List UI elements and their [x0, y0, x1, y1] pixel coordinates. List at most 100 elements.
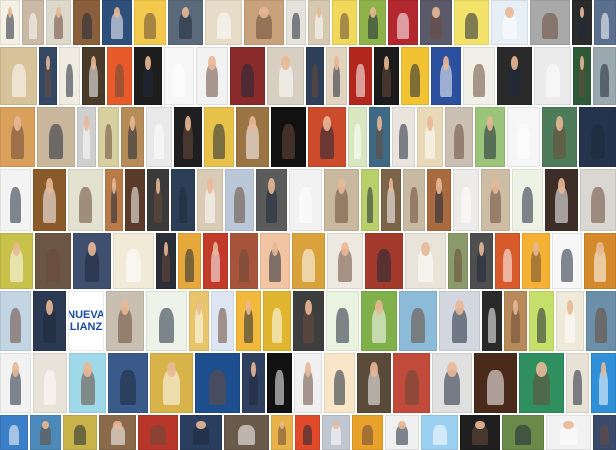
result-thumbnail[interactable]: [401, 47, 429, 105]
result-thumbnail[interactable]: [405, 233, 446, 289]
result-thumbnail[interactable]: [98, 107, 119, 167]
result-thumbnail[interactable]: [59, 47, 80, 105]
result-thumbnail[interactable]: [481, 169, 510, 231]
result-thumbnail[interactable]: [324, 353, 355, 413]
result-thumbnail[interactable]: [529, 291, 554, 351]
result-thumbnail[interactable]: [593, 47, 616, 105]
result-thumbnail[interactable]: [39, 47, 57, 105]
result-thumbnail[interactable]: [542, 107, 577, 167]
result-thumbnail[interactable]: [308, 0, 330, 45]
result-thumbnail[interactable]: [236, 291, 261, 351]
result-thumbnail[interactable]: [482, 291, 502, 351]
result-thumbnail[interactable]: [0, 233, 33, 289]
result-thumbnail[interactable]: [244, 0, 284, 45]
result-thumbnail[interactable]: [225, 169, 254, 231]
result-thumbnail[interactable]: [497, 47, 532, 105]
result-thumbnail[interactable]: [146, 291, 187, 351]
result-thumbnail[interactable]: [392, 107, 415, 167]
result-thumbnail[interactable]: [0, 353, 31, 413]
result-thumbnail[interactable]: [174, 107, 202, 167]
result-thumbnail[interactable]: [591, 353, 616, 413]
result-thumbnail[interactable]: [439, 291, 480, 351]
result-thumbnail[interactable]: [357, 353, 391, 413]
result-thumbnail[interactable]: [504, 291, 527, 351]
result-thumbnail[interactable]: [236, 107, 269, 167]
result-thumbnail[interactable]: [454, 0, 489, 45]
result-thumbnail[interactable]: [594, 0, 616, 45]
result-thumbnail[interactable]: [534, 47, 571, 105]
result-thumbnail[interactable]: [22, 0, 44, 45]
result-thumbnail[interactable]: [327, 233, 363, 289]
result-thumbnail[interactable]: [374, 47, 399, 105]
result-thumbnail[interactable]: [0, 47, 37, 105]
result-thumbnail[interactable]: [156, 233, 176, 289]
result-thumbnail[interactable]: [271, 415, 293, 450]
result-thumbnail[interactable]: [580, 169, 616, 231]
result-thumbnail[interactable]: [421, 415, 458, 450]
result-thumbnail[interactable]: [460, 415, 500, 450]
result-thumbnail[interactable]: [512, 169, 543, 231]
result-thumbnail[interactable]: [324, 169, 359, 231]
result-thumbnail[interactable]: [168, 0, 203, 45]
result-thumbnail[interactable]: [178, 233, 201, 289]
result-thumbnail[interactable]: [102, 0, 132, 45]
result-thumbnail[interactable]: [189, 291, 209, 351]
result-thumbnail[interactable]: [427, 169, 451, 231]
result-thumbnail[interactable]: [106, 291, 144, 351]
result-thumbnail[interactable]: [0, 0, 20, 45]
result-thumbnail[interactable]: [495, 233, 520, 289]
result-thumbnail[interactable]: [365, 233, 403, 289]
result-thumbnail[interactable]: [77, 107, 96, 167]
result-thumbnail[interactable]: [204, 107, 234, 167]
result-thumbnail[interactable]: [431, 47, 461, 105]
result-thumbnail[interactable]: [68, 169, 103, 231]
result-thumbnail[interactable]: [293, 291, 324, 351]
result-thumbnail[interactable]: [586, 291, 616, 351]
result-thumbnail[interactable]: [73, 233, 111, 289]
result-thumbnail[interactable]: [348, 107, 367, 167]
result-thumbnail[interactable]: [326, 47, 347, 105]
result-thumbnail[interactable]: [99, 415, 136, 450]
result-thumbnail[interactable]: [164, 47, 194, 105]
result-thumbnail[interactable]: [491, 0, 528, 45]
result-thumbnail[interactable]: [352, 415, 383, 450]
result-thumbnail[interactable]: [256, 169, 287, 231]
result-thumbnail[interactable]: [108, 353, 148, 413]
result-thumbnail[interactable]: [271, 107, 306, 167]
result-thumbnail[interactable]: [197, 169, 223, 231]
result-thumbnail[interactable]: [385, 415, 419, 450]
result-thumbnail[interactable]: [432, 353, 472, 413]
result-thumbnail[interactable]: [292, 233, 325, 289]
result-thumbnail[interactable]: [46, 0, 71, 45]
result-thumbnail[interactable]: [502, 415, 544, 450]
result-thumbnail[interactable]: [308, 107, 346, 167]
result-thumbnail[interactable]: [146, 107, 172, 167]
result-thumbnail[interactable]: [295, 415, 320, 450]
result-thumbnail[interactable]: [0, 415, 28, 450]
result-thumbnail[interactable]: [63, 415, 97, 450]
result-thumbnail[interactable]: [470, 233, 493, 289]
result-thumbnail[interactable]: [230, 47, 265, 105]
result-thumbnail[interactable]: [73, 0, 100, 45]
result-thumbnail[interactable]: [453, 169, 479, 231]
result-thumbnail[interactable]: [556, 291, 584, 351]
result-thumbnail[interactable]: [573, 47, 591, 105]
result-thumbnail[interactable]: [195, 353, 240, 413]
result-thumbnail[interactable]: [242, 353, 265, 413]
result-thumbnail[interactable]: [125, 169, 145, 231]
result-thumbnail[interactable]: [37, 107, 75, 167]
result-thumbnail[interactable]: [196, 47, 228, 105]
result-thumbnail[interactable]: [420, 0, 452, 45]
result-thumbnail[interactable]: [322, 415, 350, 450]
result-thumbnail[interactable]: [180, 415, 222, 450]
result-thumbnail[interactable]: [267, 47, 304, 105]
result-thumbnail[interactable]: [361, 169, 379, 231]
result-thumbnail[interactable]: [105, 169, 123, 231]
result-thumbnail[interactable]: [546, 415, 591, 450]
result-thumbnail[interactable]: [507, 107, 540, 167]
result-thumbnail[interactable]: [35, 233, 71, 289]
result-thumbnail[interactable]: [584, 233, 616, 289]
result-thumbnail[interactable]: [171, 169, 195, 231]
result-thumbnail[interactable]: [445, 107, 473, 167]
result-thumbnail[interactable]: [332, 0, 357, 45]
